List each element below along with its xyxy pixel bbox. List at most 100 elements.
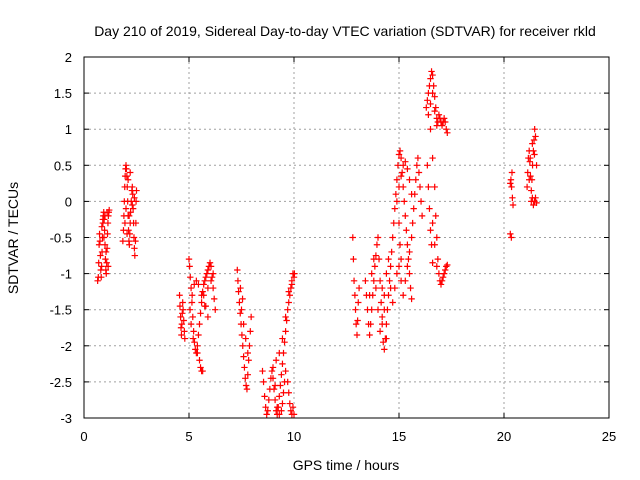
data-point <box>288 281 296 288</box>
data-point <box>259 367 266 375</box>
data-point <box>353 331 361 339</box>
data-point <box>282 328 289 335</box>
data-point <box>132 219 140 227</box>
data-point <box>281 338 288 346</box>
data-point <box>204 266 212 274</box>
data-point <box>368 306 375 313</box>
data-point <box>406 248 413 256</box>
data-point <box>389 299 396 306</box>
data-point <box>383 270 390 277</box>
data-point <box>413 162 421 169</box>
data-point <box>203 270 211 277</box>
data-point <box>397 255 405 263</box>
plot-frame <box>83 56 610 419</box>
data-point <box>272 357 280 364</box>
data-point <box>433 234 440 241</box>
data-point <box>195 331 202 339</box>
data-point <box>181 328 188 335</box>
data-point <box>104 263 112 270</box>
data-point <box>268 367 276 375</box>
data-point <box>244 371 251 378</box>
data-point <box>269 364 277 371</box>
data-point <box>443 263 450 270</box>
y-tick-label: 1.5 <box>54 86 72 101</box>
data-point <box>130 234 138 241</box>
data-point <box>401 198 408 205</box>
data-points <box>94 68 540 418</box>
data-point <box>237 284 244 292</box>
data-point <box>103 245 111 252</box>
data-point <box>240 320 247 328</box>
data-point <box>190 335 197 342</box>
data-point <box>433 263 440 270</box>
data-point <box>206 259 214 266</box>
y-tick-label: -1 <box>60 267 72 282</box>
data-point <box>186 263 193 270</box>
data-point <box>199 288 206 295</box>
data-point <box>96 237 104 245</box>
data-point <box>132 237 139 245</box>
data-point <box>246 342 253 349</box>
data-point <box>393 176 401 183</box>
data-point <box>286 292 293 299</box>
data-point <box>444 129 451 137</box>
x-tick-label: 20 <box>497 429 511 444</box>
data-point <box>400 292 407 299</box>
data-point <box>437 281 445 288</box>
data-point <box>395 263 403 270</box>
data-point <box>429 89 436 97</box>
data-point <box>370 255 377 263</box>
data-point <box>524 169 531 176</box>
data-point <box>507 180 514 187</box>
data-point <box>402 212 409 220</box>
data-point <box>383 320 390 328</box>
data-point <box>425 183 432 191</box>
data-point <box>431 107 438 115</box>
data-point <box>439 274 447 281</box>
data-point <box>125 227 132 234</box>
data-point <box>431 183 438 191</box>
data-point <box>508 234 515 241</box>
data-point <box>527 154 534 162</box>
data-point <box>417 198 425 205</box>
data-point <box>424 97 431 104</box>
data-point <box>442 118 449 126</box>
data-point <box>397 154 405 162</box>
data-point <box>532 133 539 140</box>
data-point <box>527 172 534 180</box>
data-point <box>379 284 386 292</box>
data-point <box>406 270 413 277</box>
data-point <box>234 266 241 274</box>
chart-title: Day 210 of 2019, Sidereal Day-to-day VTE… <box>94 23 596 39</box>
data-point <box>103 270 110 277</box>
data-point <box>177 313 184 321</box>
data-point <box>186 306 194 313</box>
data-point <box>276 411 283 418</box>
data-point <box>185 255 193 263</box>
data-point <box>509 201 517 209</box>
data-point <box>238 331 246 339</box>
data-point <box>129 183 136 191</box>
data-point <box>280 389 287 396</box>
data-point <box>395 183 403 191</box>
data-point <box>443 126 450 133</box>
data-point <box>179 306 187 313</box>
data-point <box>407 284 414 292</box>
data-point <box>431 241 438 248</box>
data-point <box>523 183 531 191</box>
data-point <box>122 205 130 212</box>
data-point <box>195 281 202 288</box>
data-point <box>440 115 448 122</box>
data-point <box>244 349 251 357</box>
data-point <box>284 306 291 313</box>
data-point <box>129 190 136 198</box>
data-point <box>242 375 249 382</box>
data-point <box>132 198 140 205</box>
data-point <box>99 216 107 223</box>
data-point <box>427 75 434 82</box>
data-point <box>187 274 194 281</box>
data-point <box>242 382 250 389</box>
y-tick-label: -2 <box>60 339 72 354</box>
data-point <box>126 241 133 248</box>
